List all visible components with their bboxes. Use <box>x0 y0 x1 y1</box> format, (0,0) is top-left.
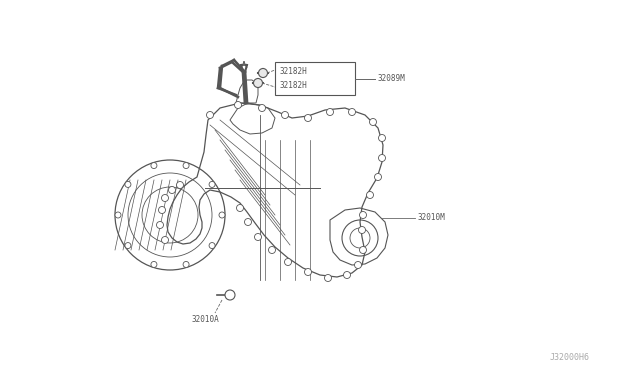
Circle shape <box>259 68 268 77</box>
Circle shape <box>374 173 381 180</box>
Circle shape <box>157 221 163 228</box>
Circle shape <box>253 78 262 87</box>
Circle shape <box>285 259 291 266</box>
Circle shape <box>183 163 189 169</box>
Circle shape <box>360 247 367 253</box>
Circle shape <box>159 206 166 214</box>
Circle shape <box>269 247 275 253</box>
Circle shape <box>344 272 351 279</box>
Circle shape <box>161 195 168 202</box>
Circle shape <box>355 262 362 269</box>
Circle shape <box>305 115 312 122</box>
Circle shape <box>125 182 131 187</box>
Circle shape <box>326 109 333 115</box>
Circle shape <box>151 262 157 267</box>
Text: 32010M: 32010M <box>418 214 445 222</box>
Circle shape <box>151 163 157 169</box>
Circle shape <box>209 243 215 248</box>
Circle shape <box>244 218 252 225</box>
Text: 32182H: 32182H <box>280 81 308 90</box>
Circle shape <box>255 234 262 241</box>
Circle shape <box>115 212 121 218</box>
Circle shape <box>161 237 168 244</box>
Circle shape <box>378 135 385 141</box>
Text: 32182H: 32182H <box>280 67 308 76</box>
Circle shape <box>209 182 215 187</box>
Circle shape <box>305 269 312 276</box>
Text: 32089M: 32089M <box>377 74 404 83</box>
Circle shape <box>237 205 243 212</box>
Circle shape <box>282 112 289 119</box>
Circle shape <box>219 212 225 218</box>
Circle shape <box>177 182 184 189</box>
Circle shape <box>360 212 367 218</box>
Bar <box>275 62 355 95</box>
Circle shape <box>207 112 214 119</box>
Circle shape <box>225 290 235 300</box>
Circle shape <box>183 262 189 267</box>
Circle shape <box>259 105 266 112</box>
Circle shape <box>349 109 355 115</box>
Circle shape <box>378 154 385 161</box>
Circle shape <box>358 227 365 234</box>
Circle shape <box>324 275 332 282</box>
Circle shape <box>168 186 175 193</box>
Circle shape <box>369 119 376 125</box>
Circle shape <box>367 192 374 199</box>
Text: J32000H6: J32000H6 <box>550 353 590 362</box>
Text: 32010A: 32010A <box>192 315 220 324</box>
Circle shape <box>234 102 241 109</box>
Circle shape <box>125 243 131 248</box>
